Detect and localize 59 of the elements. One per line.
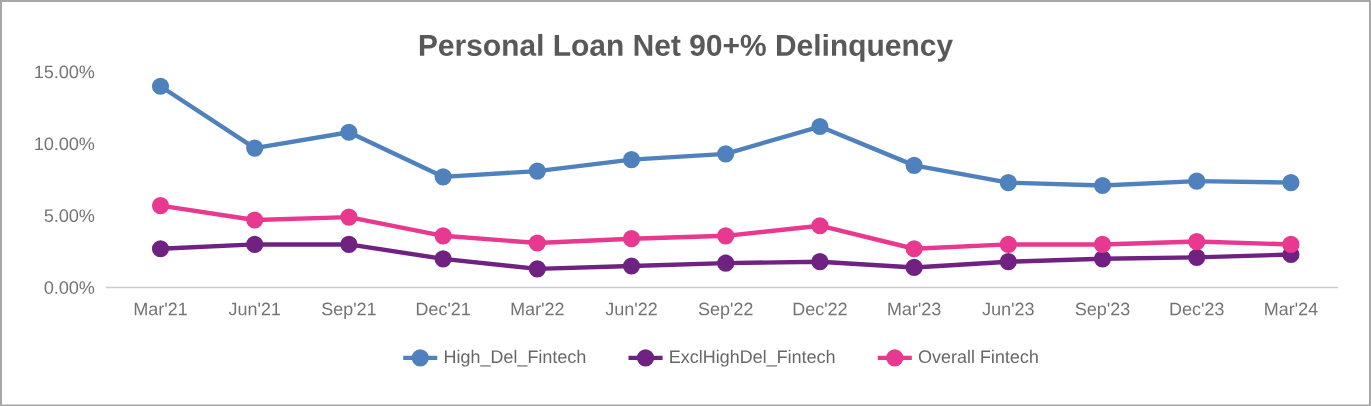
point: [1093, 176, 1112, 194]
point: [434, 227, 452, 245]
point: [1282, 173, 1300, 192]
point: [434, 250, 452, 268]
x-tick-label: Dec'23: [1170, 302, 1224, 316]
point: [246, 139, 264, 157]
point: [1093, 235, 1112, 253]
point: [1282, 235, 1300, 253]
x-tick-label: Sep'23: [1075, 302, 1130, 319]
x-tick-label: Jun'22: [605, 302, 657, 316]
point: [999, 173, 1017, 192]
point: [622, 150, 641, 168]
point: [1188, 248, 1206, 266]
point: [811, 117, 829, 135]
legend-label: High_Del_Fintech: [444, 349, 586, 367]
y-tick-label: 15.00%: [35, 65, 95, 79]
point: [622, 257, 641, 275]
x-tick-label: Mar'23: [888, 302, 941, 316]
point: [811, 216, 829, 235]
point: [905, 239, 923, 258]
point: [811, 252, 829, 271]
point: [1188, 232, 1206, 250]
x-tick-label: Mar'24: [1265, 302, 1318, 316]
x-tick-label: Dec'22: [793, 302, 847, 316]
point: [340, 208, 358, 226]
point: [905, 258, 923, 276]
point: [1188, 172, 1206, 190]
y-tick-label: 5.00%: [44, 209, 95, 222]
x-tick-label: Mar'22: [511, 302, 564, 316]
x-tick-label: Jun'21: [228, 302, 281, 316]
point: [340, 123, 358, 141]
x-tick-label: Sep'22: [698, 302, 753, 319]
point: [151, 196, 170, 215]
point: [999, 252, 1017, 271]
x-tick-label: Mar'21: [134, 302, 187, 316]
point: [528, 234, 546, 252]
point: [622, 229, 641, 248]
x-tick-label: Sep'21: [322, 302, 376, 319]
chart-title: Personal Loan Net 90+% Delinquency: [419, 33, 953, 62]
x-tick-label: Dec'21: [416, 302, 470, 316]
y-tick-label: 0.00%: [44, 281, 95, 294]
point: [434, 168, 452, 186]
legend-label: Overall Fintech: [918, 349, 1038, 363]
point: [1093, 250, 1112, 268]
x-tick-label: Jun'23: [982, 302, 1034, 316]
y-tick-label: 10.00%: [35, 137, 95, 150]
point: [717, 254, 735, 272]
point: [151, 77, 170, 95]
legend-label: ExclHighDel_Fintech: [670, 349, 835, 367]
point: [528, 260, 546, 278]
point: [340, 235, 358, 253]
point: [717, 145, 735, 163]
point: [905, 156, 923, 174]
point: [246, 235, 264, 253]
point: [999, 235, 1017, 253]
point: [151, 239, 170, 258]
point: [717, 227, 735, 245]
point: [528, 162, 546, 180]
point: [246, 211, 264, 229]
